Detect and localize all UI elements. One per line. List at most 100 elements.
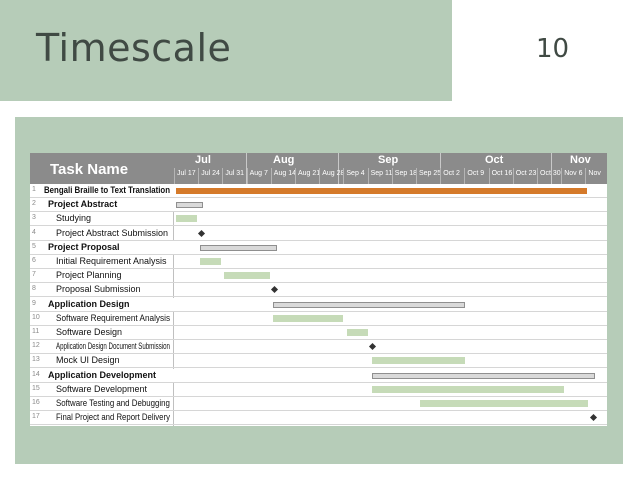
- row-number: 10: [32, 313, 40, 321]
- task-bar[interactable]: [224, 272, 270, 280]
- row-number: 12: [32, 342, 40, 350]
- task-name: Project Proposal: [48, 241, 120, 252]
- week-divider: [343, 168, 345, 184]
- task-row[interactable]: 2 Project Abstract: [30, 198, 607, 213]
- task-row[interactable]: 12 Application Design Document Submission: [30, 340, 607, 355]
- task-name: Software Design: [56, 327, 123, 337]
- month-label: Jul: [195, 154, 211, 166]
- week-divider: [198, 168, 200, 184]
- week-label: Sep 4: [346, 170, 365, 177]
- week-divider: [537, 168, 538, 184]
- task-row[interactable]: 4 Project Abstract Submission: [30, 227, 607, 241]
- row-number: 15: [32, 384, 40, 392]
- task-row[interactable]: 10 Software Requirement Analysis: [30, 312, 607, 326]
- task-row[interactable]: 3 Studying: [30, 212, 607, 227]
- task-bar[interactable]: [273, 314, 343, 322]
- week-divider: [174, 168, 175, 184]
- task-row[interactable]: 5 Project Proposal: [30, 240, 607, 255]
- title-banner: [0, 0, 452, 101]
- row-number: 5: [32, 242, 36, 250]
- project-bar[interactable]: [176, 188, 587, 194]
- week-label: Sep 25: [419, 170, 442, 177]
- summary-bar[interactable]: [372, 372, 595, 379]
- task-name: Studying: [56, 213, 92, 224]
- week-divider: [246, 168, 248, 184]
- task-bar[interactable]: [372, 385, 564, 393]
- task-row[interactable]: 8 Proposal Submission: [30, 283, 607, 298]
- row-number: 8: [32, 285, 36, 293]
- week-divider: [512, 168, 514, 184]
- task-bar[interactable]: [200, 258, 221, 265]
- week-label: Oct 16: [491, 170, 513, 177]
- task-row[interactable]: 7 Project Planning: [30, 269, 607, 284]
- gantt-chart: Task Name Jul Aug Sep Oct Nov Jul 17 Jul 24 Jul…: [30, 153, 607, 426]
- week-label: Oct 30: [540, 170, 561, 177]
- week-divider: [367, 168, 369, 184]
- slide-number: 10: [536, 34, 570, 64]
- week-divider: [561, 168, 563, 184]
- week-divider: [488, 168, 490, 184]
- week-divider: [319, 168, 321, 184]
- milestone-marker[interactable]: [589, 414, 598, 422]
- month-label: Sep: [378, 154, 399, 166]
- week-divider: [440, 168, 442, 184]
- week-label: Oct 2: [443, 170, 460, 177]
- task-name: Software Development: [56, 383, 148, 394]
- task-name-header: Task Name: [50, 161, 129, 178]
- row-number: 17: [32, 413, 40, 421]
- task-row[interactable]: 1 Bengali Braille to Text Translation: [30, 184, 607, 198]
- week-divider: [391, 168, 393, 184]
- task-row[interactable]: 11 Software Design: [30, 326, 607, 340]
- task-row[interactable]: 16 Software Testing and Debugging: [30, 397, 607, 411]
- week-label: Nov 6: [564, 170, 583, 177]
- task-row[interactable]: 13 Mock UI Design: [30, 354, 607, 369]
- summary-bar[interactable]: [176, 202, 203, 209]
- task-name: Application Development: [48, 369, 157, 380]
- row-number: 14: [32, 370, 40, 378]
- month-divider: [338, 153, 339, 184]
- row-number: 1: [32, 186, 36, 193]
- task-bar[interactable]: [372, 357, 465, 365]
- task-row[interactable]: 6 Initial Requirement Analysis: [30, 255, 607, 269]
- row-number: 13: [32, 356, 40, 364]
- task-row[interactable]: 9 Application Design: [30, 297, 607, 312]
- week-divider: [295, 168, 296, 184]
- task-row[interactable]: 17 Final Project and Report Delivery: [30, 411, 607, 426]
- task-name: Project Abstract: [48, 199, 118, 210]
- row-number: 16: [32, 399, 40, 406]
- milestone-marker[interactable]: [270, 286, 279, 294]
- week-divider: [464, 168, 466, 184]
- summary-bar[interactable]: [273, 301, 465, 308]
- month-label: Aug: [273, 154, 295, 166]
- week-label: Aug 14: [273, 170, 296, 177]
- row-number: 3: [32, 214, 36, 222]
- task-row[interactable]: 14 Application Development: [30, 368, 607, 383]
- task-bar[interactable]: [420, 400, 588, 407]
- week-divider: [416, 168, 417, 184]
- row-number: 9: [32, 299, 36, 307]
- task-name: Application Design Document Submission: [56, 341, 170, 352]
- row-number: 11: [32, 328, 40, 335]
- task-bar[interactable]: [347, 329, 368, 336]
- week-label: Aug 7: [249, 170, 268, 177]
- week-divider: [222, 168, 224, 184]
- week-label: Jul 24: [201, 170, 220, 177]
- task-name: Application Design: [48, 298, 130, 309]
- task-name: Software Testing and Debugging: [56, 398, 170, 408]
- task-row[interactable]: 15 Software Development: [30, 383, 607, 397]
- month-divider: [551, 153, 552, 184]
- week-label: Nov: [588, 170, 601, 177]
- row-number: 4: [32, 228, 36, 236]
- task-name: Mock UI Design: [56, 355, 120, 366]
- week-label: Aug 28: [322, 170, 345, 177]
- week-label: Sep 11: [370, 170, 393, 177]
- task-bar[interactable]: [176, 215, 197, 223]
- week-label: Jul 31: [225, 170, 245, 177]
- milestone-marker[interactable]: [197, 229, 206, 237]
- summary-bar[interactable]: [200, 244, 277, 251]
- timescale-header: Task Name Jul Aug Sep Oct Nov Jul 17 Jul 24 Jul…: [30, 153, 607, 184]
- row-number: 7: [32, 271, 36, 279]
- task-name: Initial Requirement Analysis: [56, 256, 167, 266]
- week-label: Sep 18: [394, 170, 417, 177]
- milestone-marker[interactable]: [368, 343, 377, 351]
